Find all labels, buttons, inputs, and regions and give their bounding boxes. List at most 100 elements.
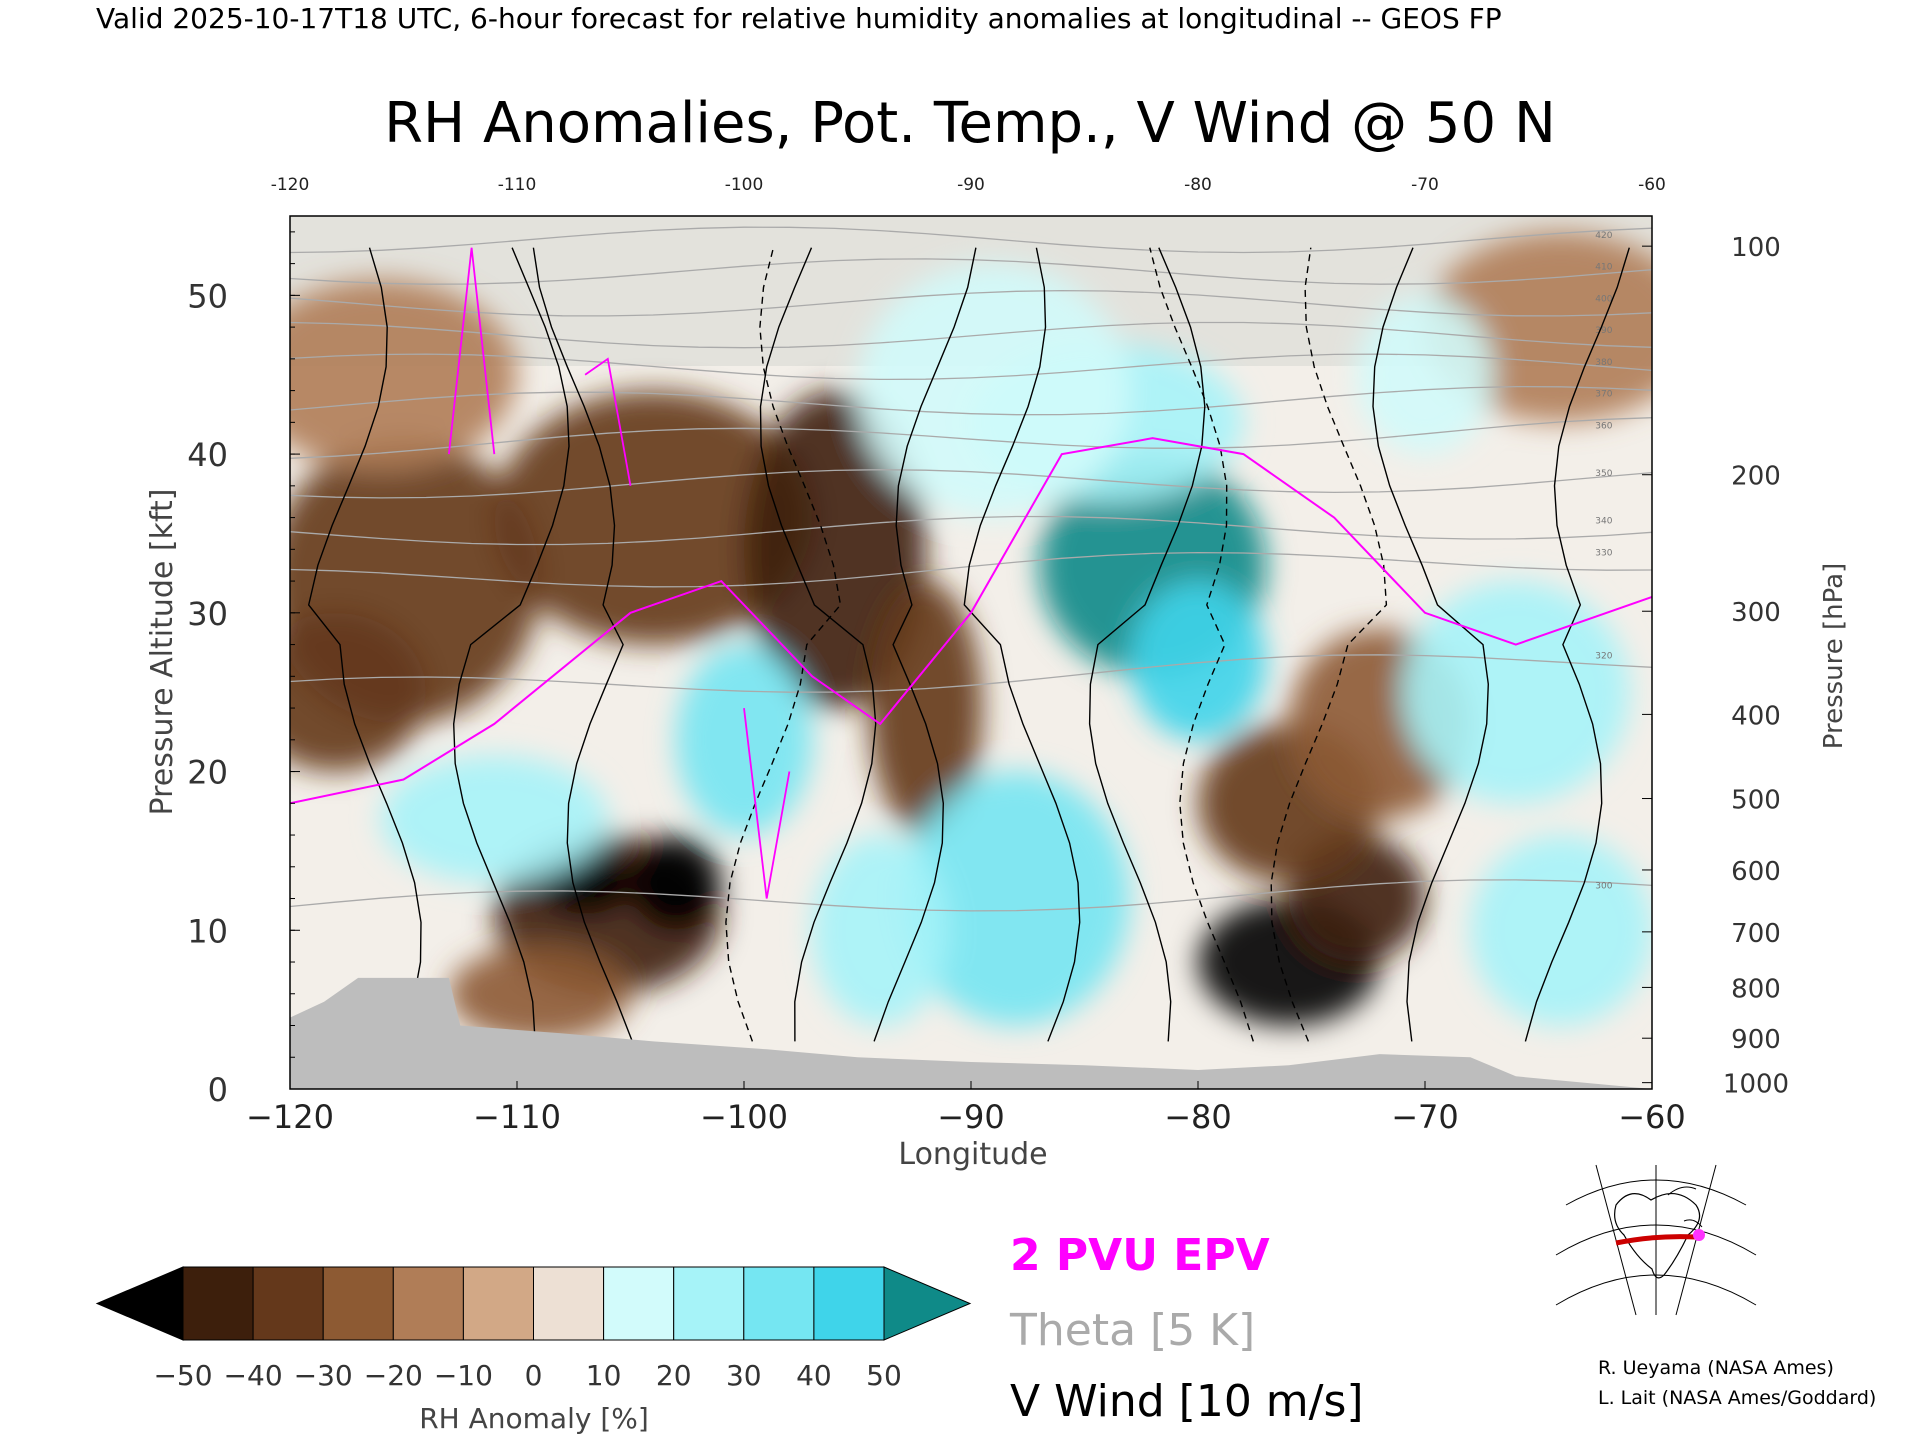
theta-contour [290, 226, 1652, 254]
v-wind-contour [759, 247, 877, 1042]
v-wind-contour [532, 247, 633, 1042]
colorbar-segment [603, 1266, 675, 1341]
colorbar-segment [533, 1266, 605, 1341]
v-wind-contour [1524, 247, 1630, 1042]
colorbar-over-triangle [883, 1266, 972, 1341]
x-tick-label: −100 [700, 1098, 788, 1136]
theta-contour-label: 420 [1595, 231, 1612, 241]
pressure-tick-label: 1000 [1723, 1070, 1789, 1100]
x-tick-label-top: -100 [725, 175, 764, 195]
y-tick-label: 0 [208, 1071, 228, 1109]
v-wind-contour [452, 247, 570, 1042]
pressure-tick-label: 700 [1731, 919, 1781, 949]
y-axis-label-right: Pressure [hPa] [1819, 563, 1849, 750]
colorbar-tick-label: −20 [364, 1359, 423, 1392]
theta-contour [290, 258, 1652, 285]
valid-line: Valid 2025-10-17T18 UTC, 6-hour forecast… [96, 2, 1502, 35]
pressure-tick-label: 600 [1731, 857, 1781, 887]
colorbar-tick-label: 30 [726, 1359, 762, 1392]
v-wind-contour [1088, 247, 1206, 1042]
theta-contours: 300 320 330 340 350 360 370 380 390 400 410 420 [290, 226, 1652, 912]
theta-contour-label: 300 [1595, 882, 1612, 892]
colorbar-segment [673, 1266, 745, 1341]
x-tick-label: −60 [1618, 1098, 1686, 1136]
rh-anomaly-cell [448, 946, 631, 1042]
plot-area: 300 320 330 340 350 360 370 380 390 400 410 420 [290, 216, 1652, 1089]
y-axis-label-left: Pressure Altitude [kft] [145, 489, 180, 816]
theta-contour [290, 289, 1652, 317]
legend-theta: Theta [5 K] [1009, 1305, 1255, 1356]
theta-contour-label: 370 [1595, 390, 1612, 400]
y-tick-label: 40 [187, 436, 228, 474]
x-tick-label-top: -90 [957, 175, 985, 195]
v-wind-contour [725, 247, 842, 1042]
theta-contour-label: 360 [1595, 421, 1612, 431]
rh-anomaly-cell [1470, 835, 1652, 1026]
v-wind-contour [1270, 247, 1388, 1042]
y-tick-label: 10 [187, 912, 228, 950]
rh-anomaly-cell [290, 279, 517, 470]
colorbar-segment [813, 1266, 885, 1341]
rh-anomaly-cell [630, 835, 722, 931]
colorbar-tick-label: −30 [294, 1359, 353, 1392]
theta-contour [290, 353, 1652, 381]
x-tick-label: −120 [246, 1098, 334, 1136]
theta-contour-label: 400 [1595, 294, 1612, 304]
rh-anomaly-cell [1129, 581, 1267, 740]
epv-contours [290, 247, 1652, 899]
inset-map [1555, 1164, 1757, 1316]
rh-anomaly-cell [380, 755, 608, 883]
rh-anomaly-cell [494, 390, 813, 645]
colorbar-tick-label: 20 [656, 1359, 692, 1392]
v-wind-contour [1372, 247, 1490, 1042]
rh-anomaly-cell [812, 835, 949, 1026]
rh-anomaly-cell [290, 612, 427, 772]
pressure-tick-label: 400 [1731, 701, 1781, 731]
colorbar-tick-label: −50 [153, 1359, 212, 1392]
theta-contour [290, 515, 1652, 546]
epv-contour [743, 707, 791, 899]
pressure-tick-label: 200 [1731, 462, 1781, 492]
x-tick-label-top: -70 [1411, 175, 1439, 195]
pressure-tick-label: 800 [1731, 974, 1781, 1004]
theta-contour-label: 340 [1595, 517, 1612, 527]
theta-contour-label: 330 [1595, 548, 1612, 558]
x-axis-top: -120 -110 -100 -90 -80 -70 -60 [271, 175, 1666, 195]
pressure-tick-label: 100 [1731, 233, 1781, 263]
rh-anomaly-cell [902, 771, 1130, 1026]
y-tick-label: 20 [187, 754, 228, 792]
legend-epv: 2 PVU EPV [1010, 1230, 1270, 1281]
x-tick-label: −70 [1391, 1098, 1459, 1136]
x-tick-label-top: -80 [1184, 175, 1212, 195]
y-tick-label: 50 [187, 277, 228, 315]
terrain [290, 977, 1652, 1089]
colorbar: −50 −40 −30 −20 −10 0 10 20 30 40 50 [95, 1266, 972, 1392]
x-tick-label: −80 [1164, 1098, 1232, 1136]
v-wind-contour [307, 247, 422, 1042]
theta-contour-label: 390 [1595, 326, 1612, 336]
pressure-tick-label: 500 [1731, 786, 1781, 816]
epv-contour [584, 357, 632, 486]
theta-contour-label: 350 [1595, 469, 1612, 479]
chart-title: RH Anomalies, Pot. Temp., V Wind @ 50 N [384, 91, 1556, 156]
theta-contour-label: 410 [1595, 263, 1612, 273]
inset-marker [1693, 1229, 1705, 1241]
colorbar-tick-label: 10 [586, 1359, 622, 1392]
y-tick-label: 30 [187, 595, 228, 633]
colorbar-segment [462, 1266, 534, 1341]
y-axis-pressure: 100 200 300 400 500 600 700 800 900 1000 [1642, 233, 1789, 1100]
theta-contour [290, 879, 1652, 912]
colorbar-under-triangle [95, 1266, 184, 1341]
pressure-tick-label: 300 [1731, 598, 1781, 628]
theta-contour [290, 551, 1652, 588]
colorbar-label: RH Anomaly [%] [419, 1402, 649, 1435]
rh-anomaly-cell [868, 581, 983, 836]
v-wind-contours [307, 247, 1630, 1042]
theta-contour [290, 469, 1652, 499]
x-tick-label-top: -110 [498, 175, 537, 195]
pressure-tick-label: 900 [1731, 1025, 1781, 1055]
x-tick-label-top: -120 [271, 175, 310, 195]
colorbar-tick-label: −40 [224, 1359, 283, 1392]
colorbar-segment [743, 1266, 815, 1341]
colorbar-segment [322, 1266, 394, 1341]
